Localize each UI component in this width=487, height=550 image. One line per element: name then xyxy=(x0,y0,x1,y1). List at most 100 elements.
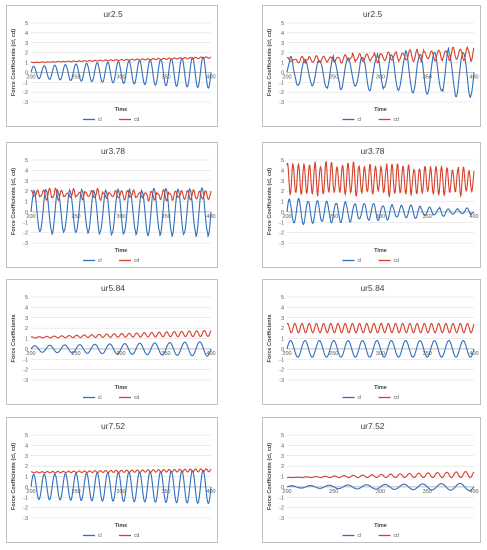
y-tick-label: 0 xyxy=(25,210,28,216)
y-tick-label: 1 xyxy=(25,200,28,206)
legend-label-cd: cd xyxy=(394,395,400,401)
chart-svg: ur5.84 5 4 3 2 1 0 -1 -2 -3 200 250 300 350 400 Time For… xyxy=(11,283,216,401)
y-tick-label: -1 xyxy=(279,80,284,86)
x-tick-label: 350 xyxy=(161,74,170,80)
y-axis-label: Force Coefficients (cl, cd) xyxy=(11,443,17,510)
y-tick-label: -3 xyxy=(23,516,28,522)
y-tick-label: 3 xyxy=(25,316,28,322)
series-line-cd xyxy=(286,160,475,198)
x-tick-label: 200 xyxy=(282,74,291,80)
x-tick-label: 400 xyxy=(206,214,215,220)
y-tick-label: 2 xyxy=(25,326,28,332)
y-tick-label: -3 xyxy=(279,378,284,384)
y-tick-label: -2 xyxy=(23,90,28,96)
x-tick-label: 250 xyxy=(329,489,338,495)
y-tick-label: -3 xyxy=(23,241,28,247)
y-tick-label: -2 xyxy=(23,506,28,512)
chart-panel-6: ur5.84 5 4 3 2 1 0 -1 -2 -3 200 250 300 350 400 Time For… xyxy=(262,279,481,405)
y-tick-label: 0 xyxy=(25,347,28,353)
y-tick-label: 0 xyxy=(25,485,28,491)
x-tick-label: 400 xyxy=(469,74,478,80)
chart-panel-8: ur7.52 5 4 3 2 1 0 -1 -2 -3 200 250 300 350 400 Time For… xyxy=(262,417,481,543)
series-line-cl xyxy=(286,339,475,358)
chart-svg: ur2.5 5 4 3 2 1 0 -1 -2 -3 200 250 300 350 400 Time Forc… xyxy=(11,9,216,123)
chart-panel-4: ur3.78 5 4 3 2 1 0 -1 -2 -3 200 250 300 350 400 Time For… xyxy=(262,142,481,268)
series-line-cd xyxy=(30,329,212,339)
chart-svg: ur5.84 5 4 3 2 1 0 -1 -2 -3 200 250 300 350 400 Time For… xyxy=(267,283,479,401)
y-tick-label: 3 xyxy=(281,41,284,47)
x-tick-label: 350 xyxy=(423,214,432,220)
y-tick-label: 5 xyxy=(25,21,28,27)
legend-label-cl: cl xyxy=(98,533,102,539)
series-line-cl xyxy=(30,187,212,238)
legend-label-cd: cd xyxy=(134,258,140,264)
y-tick-label: -2 xyxy=(279,90,284,96)
x-tick-label: 200 xyxy=(26,214,35,220)
legend-label-cd: cd xyxy=(134,395,140,401)
y-tick-label: 1 xyxy=(281,200,284,206)
y-tick-label: 5 xyxy=(25,433,28,439)
legend-label-cl: cl xyxy=(98,117,102,123)
y-tick-label: -1 xyxy=(23,495,28,501)
series-line-cl xyxy=(286,46,475,99)
y-axis-label: Force Coefficients (cl, cd) xyxy=(267,443,273,510)
legend-label-cl: cl xyxy=(358,395,362,401)
y-axis-label: Force Coefficients xyxy=(11,315,17,363)
x-tick-label: 350 xyxy=(161,489,170,495)
legend-label-cd: cd xyxy=(134,533,140,539)
chart-title: ur7.52 xyxy=(360,421,384,431)
y-tick-label: 3 xyxy=(281,316,284,322)
y-tick-label: -1 xyxy=(23,80,28,86)
x-tick-label: 400 xyxy=(469,489,478,495)
chart-title: ur3.78 xyxy=(101,146,125,156)
y-tick-label: -2 xyxy=(279,231,284,237)
x-tick-label: 300 xyxy=(376,74,385,80)
series-line-cd xyxy=(286,45,475,65)
legend-label-cd: cd xyxy=(394,258,400,264)
x-tick-label: 400 xyxy=(206,74,215,80)
y-tick-label: -3 xyxy=(23,100,28,106)
y-axis-label: Force Coefficients xyxy=(267,315,273,363)
chart-svg: ur7.52 5 4 3 2 1 0 -1 -2 -3 200 250 300 350 400 Time For… xyxy=(11,421,216,539)
chart-title: ur2.5 xyxy=(103,9,123,19)
y-tick-label: -2 xyxy=(279,506,284,512)
chart-title: ur3.78 xyxy=(360,146,384,156)
x-tick-label: 300 xyxy=(116,74,125,80)
y-tick-label: 5 xyxy=(25,158,28,164)
legend-label-cl: cl xyxy=(358,258,362,264)
y-tick-label: 1 xyxy=(281,61,284,67)
x-tick-label: 300 xyxy=(376,489,385,495)
y-tick-label: -2 xyxy=(23,368,28,374)
x-axis-label: Time xyxy=(115,107,128,113)
y-tick-label: 2 xyxy=(25,464,28,470)
chart-panel-2: ur2.5 5 4 3 2 1 0 -1 -2 -3 200 250 300 350 400 Time Forc… xyxy=(262,5,481,127)
x-tick-label: 400 xyxy=(469,214,478,220)
x-tick-label: 200 xyxy=(26,489,35,495)
y-tick-label: 4 xyxy=(25,168,28,174)
y-tick-label: -3 xyxy=(279,241,284,247)
y-tick-label: 3 xyxy=(281,179,284,185)
series-line-cl xyxy=(30,56,212,89)
y-tick-label: 1 xyxy=(25,337,28,343)
y-tick-label: 5 xyxy=(281,433,284,439)
y-tick-label: 2 xyxy=(25,51,28,57)
x-tick-label: 300 xyxy=(116,351,125,357)
x-tick-label: 350 xyxy=(423,74,432,80)
x-tick-label: 250 xyxy=(329,214,338,220)
y-tick-label: 0 xyxy=(281,210,284,216)
y-tick-label: 1 xyxy=(281,475,284,481)
y-tick-label: 1 xyxy=(25,61,28,67)
y-tick-label: 3 xyxy=(25,179,28,185)
y-tick-label: 2 xyxy=(281,51,284,57)
y-axis-label: Force Coefficients (cl, cd) xyxy=(267,168,273,235)
chart-panel-5: ur5.84 5 4 3 2 1 0 -1 -2 -3 200 250 300 350 400 Time For… xyxy=(6,279,218,405)
legend-label-cl: cl xyxy=(358,533,362,539)
y-tick-label: 1 xyxy=(25,475,28,481)
legend-label-cd: cd xyxy=(394,117,400,123)
chart-svg: ur7.52 5 4 3 2 1 0 -1 -2 -3 200 250 300 350 400 Time For… xyxy=(267,421,479,539)
y-tick-label: 4 xyxy=(281,443,284,449)
series-line-cl xyxy=(286,197,475,226)
chart-svg: ur3.78 5 4 3 2 1 0 -1 -2 -3 200 250 300 350 400 Time For… xyxy=(11,146,216,264)
legend-label-cd: cd xyxy=(134,117,140,123)
series-line-cl xyxy=(30,469,212,505)
